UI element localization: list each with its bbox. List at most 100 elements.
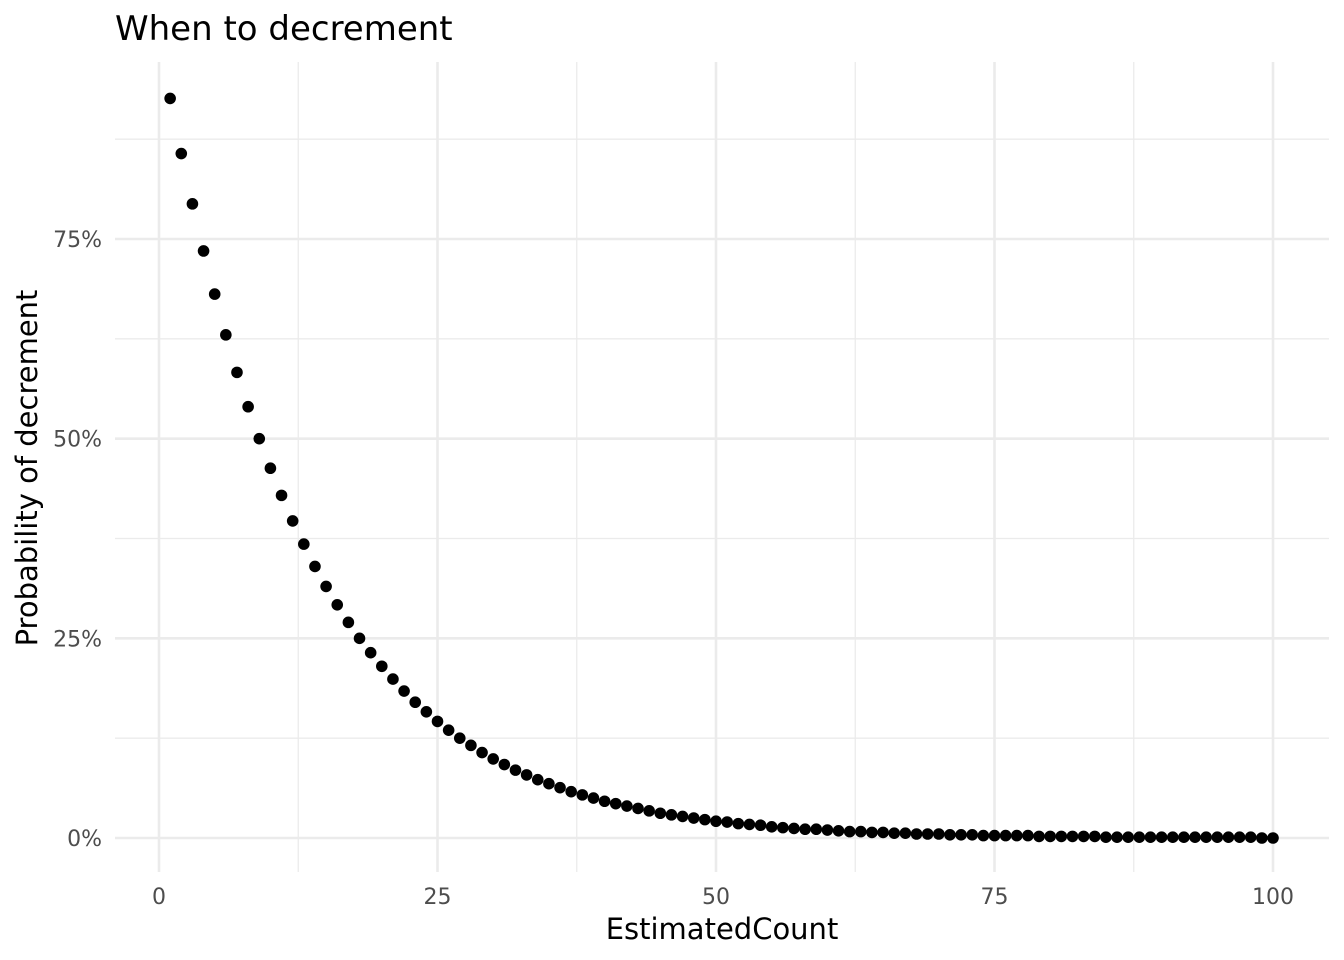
data-point [1222,831,1235,844]
data-point [765,821,778,833]
data-point [866,826,878,839]
data-point [1244,831,1257,844]
data-point [832,825,845,837]
data-point [320,580,332,593]
data-point [1211,831,1224,844]
data-point [531,773,544,786]
data-point [799,823,811,836]
data-point [398,685,410,697]
data-point [453,732,466,744]
data-point [1133,831,1146,844]
data-point [364,646,377,659]
data-point [431,715,444,728]
data-point [498,758,511,771]
data-point [665,809,678,821]
data-point [788,822,800,835]
data-point [955,829,967,841]
data-point [888,827,901,840]
data-point [342,616,355,629]
data-point [598,795,611,808]
data-point [843,825,856,838]
data-point [331,598,344,611]
data-point [253,432,266,445]
data-point [1166,831,1179,844]
data-point [309,560,321,573]
data-point [721,816,733,828]
data-point [1088,830,1101,843]
x-tick-label: 0 [152,885,166,910]
data-point [654,807,667,820]
data-point [877,826,889,839]
data-point [1010,829,1023,842]
x-tick-label: 75 [981,885,1009,910]
data-point [565,785,577,798]
data-point [977,829,990,842]
x-axis-title: EstimatedCount [606,912,839,946]
data-point [286,515,299,527]
data-point [1100,831,1112,844]
chart-title: When to decrement [115,9,453,49]
data-point [821,824,834,836]
data-point [1178,831,1190,844]
data-point [220,329,232,341]
data-point [933,828,945,840]
data-point [1144,831,1157,844]
data-point [387,673,399,685]
data-point [732,817,745,830]
data-point [1155,831,1168,844]
data-point [944,829,956,841]
y-axis-ticks: 0% 25% 50% 75% [53,228,102,852]
data-point [208,288,221,300]
data-point [487,753,500,765]
data-point [687,812,700,824]
data-point [554,781,566,794]
data-point [855,825,867,838]
grid-lines [115,62,1329,872]
data-point [988,829,1001,842]
data-point [1077,830,1090,843]
data-point [1189,831,1201,844]
y-tick-label: 0% [67,827,102,852]
data-point [476,746,488,759]
x-axis-ticks: 0 25 50 75 100 [152,885,1294,910]
data-point [710,815,722,828]
data-point [1200,831,1212,844]
data-point [442,724,455,736]
data-point [643,805,655,817]
data-point [754,819,767,832]
data-point [353,632,366,645]
data-point [242,400,254,413]
data-point [520,769,533,781]
x-tick-label: 25 [424,885,452,910]
data-point [186,198,199,210]
data-point [699,813,711,826]
data-point [1256,832,1268,844]
y-axis-title: Probability of decrement [10,290,44,647]
data-point [632,802,644,815]
y-tick-label: 50% [53,428,102,453]
data-point [175,147,188,160]
data-point [676,810,689,823]
data-point [810,823,823,836]
data-point [576,789,589,801]
data-point [509,764,522,776]
data-point [164,92,176,105]
data-point [587,792,600,804]
y-tick-label: 75% [53,228,102,253]
data-point [621,800,633,812]
data-point [298,538,310,550]
data-point [1055,830,1068,843]
data-point [1233,831,1246,844]
data-point [465,739,477,752]
data-point [197,245,210,257]
data-point [1033,830,1045,843]
data-point [1022,829,1034,842]
x-tick-label: 50 [702,885,730,910]
data-point [275,489,288,502]
data-point [743,818,756,831]
data-point [921,828,934,840]
data-points [164,92,1279,844]
data-point [1122,831,1134,844]
data-point [1111,831,1123,844]
